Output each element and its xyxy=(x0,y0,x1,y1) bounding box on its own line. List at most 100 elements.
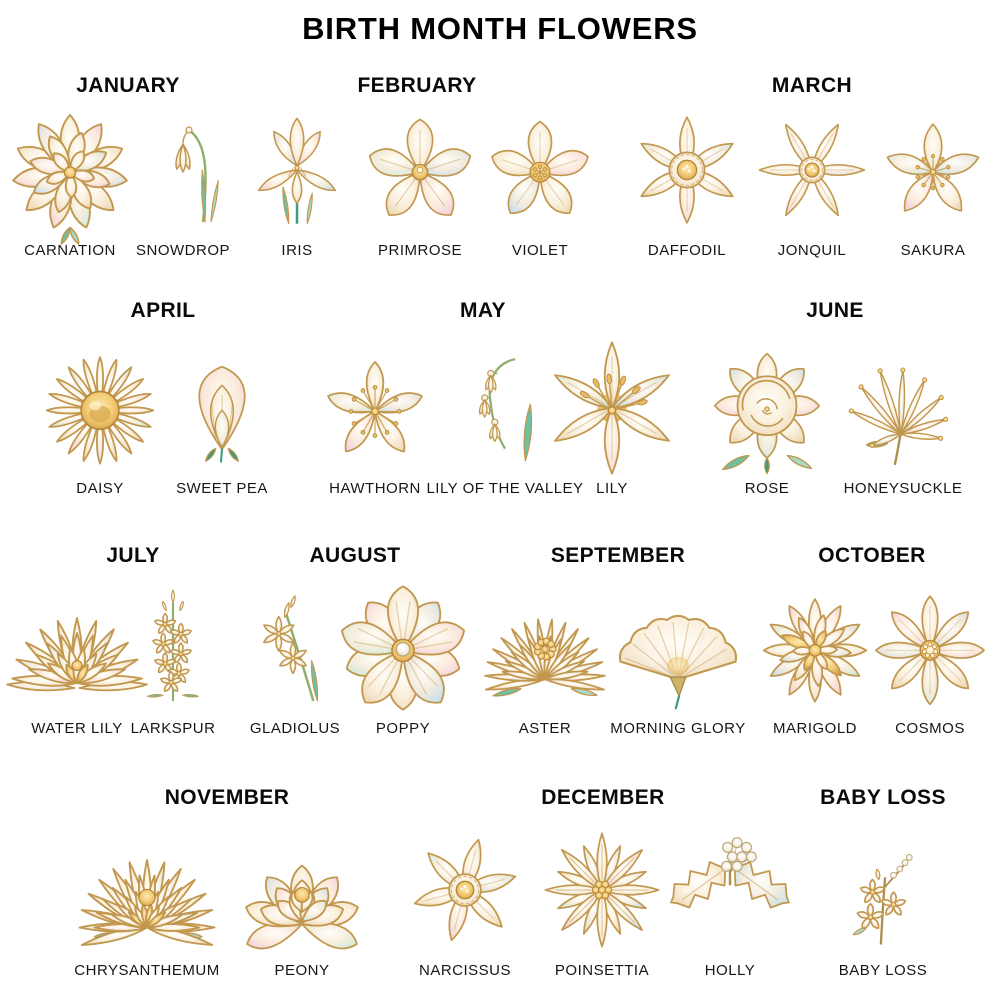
lily-flower-icon xyxy=(537,338,687,478)
flower-name-label: MORNING GLORY xyxy=(610,720,746,737)
primrose-flower-icon xyxy=(345,100,495,240)
flower-name-label: POPPY xyxy=(375,720,431,737)
flower-item-water-lily: WATER LILY xyxy=(2,578,152,737)
flower-item-lily: LILY xyxy=(537,338,687,497)
aster-flower-icon xyxy=(470,578,620,718)
gladiolus-flower-icon xyxy=(220,578,370,718)
water-lily-flower-icon xyxy=(2,578,152,718)
cosmos-flower-icon xyxy=(855,578,1000,718)
sweet-pea-flower-icon xyxy=(147,338,297,478)
flower-name-label: ASTER xyxy=(518,720,572,737)
month-header-baby-loss: BABY LOSS xyxy=(820,786,946,809)
flower-name-label: GLADIOLUS xyxy=(249,720,341,737)
hawthorn-flower-icon xyxy=(300,338,450,478)
flower-name-label: NARCISSUS xyxy=(418,962,512,979)
snowdrop-flower-icon xyxy=(108,100,258,240)
flower-item-baby-loss: BABY LOSS xyxy=(808,820,958,979)
poppy-flower-icon xyxy=(328,578,478,718)
daffodil-flower-icon xyxy=(612,100,762,240)
flower-name-label: HONEYSUCKLE xyxy=(843,480,963,497)
rose-flower-icon xyxy=(692,338,842,478)
narcissus-flower-icon xyxy=(390,820,540,960)
flower-item-rose: ROSE xyxy=(692,338,842,497)
month-header-january: JANUARY xyxy=(76,74,180,97)
flower-name-label: IRIS xyxy=(281,242,313,259)
flower-name-label: HOLLY xyxy=(704,962,756,979)
flower-name-label: POINSETTIA xyxy=(554,962,650,979)
morning-glory-flower-icon xyxy=(603,578,753,718)
flower-name-label: HAWTHORN xyxy=(329,480,421,497)
violet-flower-icon xyxy=(465,100,615,240)
month-header-october: OCTOBER xyxy=(818,544,926,567)
flower-item-violet: VIOLET xyxy=(465,100,615,259)
flower-name-label: LARKSPUR xyxy=(130,720,216,737)
month-header-march: MARCH xyxy=(771,74,853,97)
flower-item-honeysuckle: HONEYSUCKLE xyxy=(828,338,978,497)
flower-name-label: JONQUIL xyxy=(777,242,847,259)
flower-name-label: LILY OF THE VALLEY xyxy=(426,480,584,497)
flower-item-morning-glory: MORNING GLORY xyxy=(603,578,753,737)
flower-name-label: SNOWDROP xyxy=(136,242,230,259)
month-header-november: NOVEMBER xyxy=(164,786,290,809)
flower-item-peony: PEONY xyxy=(227,820,377,979)
flower-item-primrose: PRIMROSE xyxy=(345,100,495,259)
flower-item-sweet-pea: SWEET PEA xyxy=(147,338,297,497)
peony-flower-icon xyxy=(227,820,377,960)
marigold-flower-icon xyxy=(740,578,890,718)
chrysanthemum-flower-icon xyxy=(72,820,222,960)
month-header-june: JUNE xyxy=(806,299,864,322)
flower-name-label: PEONY xyxy=(274,962,330,979)
flower-item-daffodil: DAFFODIL xyxy=(612,100,762,259)
month-header-july: JULY xyxy=(106,544,160,567)
flower-item-poppy: POPPY xyxy=(328,578,478,737)
flower-item-iris: IRIS xyxy=(222,100,372,259)
sakura-flower-icon xyxy=(858,100,1000,240)
page-title: BIRTH MONTH FLOWERS xyxy=(302,11,698,46)
flower-item-carnation: CARNATION xyxy=(0,100,145,259)
flower-item-chrysanthemum: CHRYSANTHEMUM xyxy=(72,820,222,979)
daisy-flower-icon xyxy=(25,338,175,478)
lily-of-the-valley-flower-icon xyxy=(430,338,580,478)
flower-name-label: CARNATION xyxy=(24,242,116,259)
month-header-december: DECEMBER xyxy=(541,786,665,809)
flower-name-label: SAKURA xyxy=(900,242,966,259)
flower-name-label: SWEET PEA xyxy=(176,480,268,497)
flower-name-label: MARIGOLD xyxy=(772,720,857,737)
flower-item-hawthorn: HAWTHORN xyxy=(300,338,450,497)
baby-loss-flower-icon xyxy=(808,820,958,960)
jonquil-flower-icon xyxy=(737,100,887,240)
flower-name-label: VIOLET xyxy=(511,242,569,259)
poinsettia-flower-icon xyxy=(527,820,677,960)
month-header-august: AUGUST xyxy=(309,544,401,567)
flower-item-jonquil: JONQUIL xyxy=(737,100,887,259)
flower-item-aster: ASTER xyxy=(470,578,620,737)
holly-flower-icon xyxy=(655,820,805,960)
honeysuckle-flower-icon xyxy=(828,338,978,478)
flower-name-label: DAFFODIL xyxy=(647,242,727,259)
flower-item-larkspur: LARKSPUR xyxy=(98,578,248,737)
flower-name-label: WATER LILY xyxy=(31,720,123,737)
flower-item-snowdrop: SNOWDROP xyxy=(108,100,258,259)
flower-item-holly: HOLLY xyxy=(655,820,805,979)
flower-item-poinsettia: POINSETTIA xyxy=(527,820,677,979)
carnation-flower-icon xyxy=(0,100,145,245)
flower-item-marigold: MARIGOLD xyxy=(740,578,890,737)
flower-name-label: DAISY xyxy=(76,480,124,497)
flower-item-narcissus: NARCISSUS xyxy=(390,820,540,979)
iris-flower-icon xyxy=(222,100,372,240)
flower-item-lily-of-the-valley: LILY OF THE VALLEY xyxy=(426,338,583,497)
month-header-september: SEPTEMBER xyxy=(550,544,686,567)
larkspur-flower-icon xyxy=(98,578,248,718)
flower-name-label: BABY LOSS xyxy=(838,962,928,979)
month-header-february: FEBRUARY xyxy=(357,74,477,97)
month-header-april: APRIL xyxy=(130,299,196,322)
flower-item-cosmos: COSMOS xyxy=(855,578,1000,737)
flower-item-daisy: DAISY xyxy=(25,338,175,497)
month-header-may: MAY xyxy=(460,299,506,322)
flower-item-gladiolus: GLADIOLUS xyxy=(220,578,370,737)
flower-name-label: PRIMROSE xyxy=(377,242,462,259)
flower-item-sakura: SAKURA xyxy=(858,100,1000,259)
flower-name-label: CHRYSANTHEMUM xyxy=(74,962,220,979)
flower-name-label: LILY xyxy=(596,480,628,497)
